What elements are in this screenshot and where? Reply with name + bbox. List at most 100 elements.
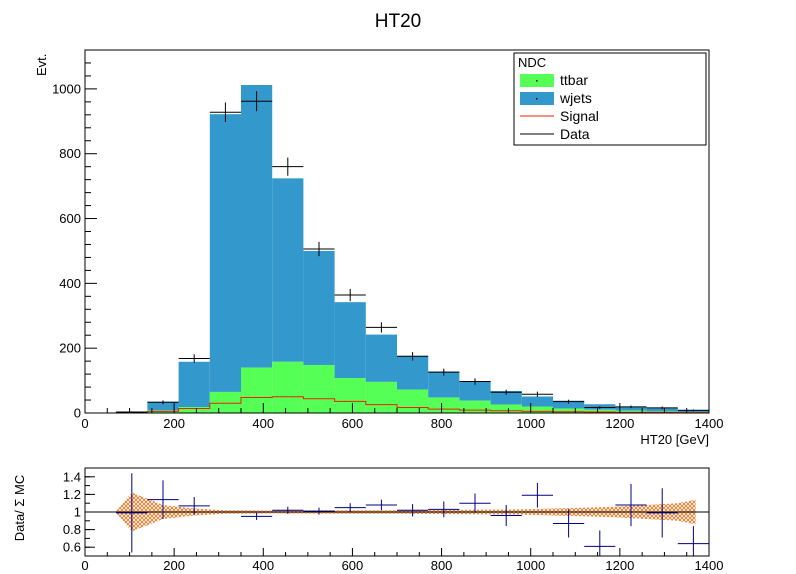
ttbar-bar (490, 404, 522, 413)
ratio-plot: 0 200 400 600 800 1000 1200 1400 0.6 0.8 1 1.2 1.4 (63, 467, 724, 573)
ratio-x-tick-label: 0 (81, 558, 88, 573)
ttbar-bar (584, 409, 616, 413)
ratio-point (365, 499, 397, 511)
ratio-y-tick-label: 0.6 (63, 540, 81, 555)
ttbar-bar (521, 406, 553, 413)
wjets-bar (646, 408, 678, 412)
x-tick-label: 600 (342, 416, 364, 431)
legend-label: Data (560, 126, 590, 142)
ratio-point (615, 483, 647, 527)
wjets-bar (209, 114, 241, 392)
ratio-point (178, 497, 210, 515)
legend-swatch-dot (536, 98, 538, 100)
y-tick-label: 800 (59, 146, 81, 161)
data-point (334, 288, 366, 302)
ttbar-bar (241, 367, 273, 413)
wjets-bar (241, 85, 273, 368)
y-axis-label: Evt. (34, 54, 49, 76)
ratio-x-tick-label: 200 (163, 558, 185, 573)
ratio-x-tick-label: 800 (431, 558, 453, 573)
ratio-y-tick-label: 1.2 (63, 487, 81, 502)
data-point (584, 406, 616, 409)
ratio-y-tick-label: 1 (74, 505, 81, 520)
y-tick-label: 0 (74, 406, 81, 421)
ratio-x-tick-label: 400 (252, 558, 274, 573)
ratio-point (147, 480, 179, 520)
ttbar-bar (209, 391, 241, 413)
data-point (553, 399, 585, 404)
ratio-point (646, 488, 678, 538)
wjets-bar (178, 361, 210, 408)
y-tick-label: 600 (59, 211, 81, 226)
signal-line (85, 396, 709, 414)
ratio-point (428, 501, 460, 518)
ratio-point (490, 504, 522, 527)
wjets-bar (365, 334, 397, 382)
x-tick-label: 1200 (605, 416, 634, 431)
ratio-x-tick-label: 1200 (605, 558, 634, 573)
ratio-point (459, 493, 491, 513)
data-point (365, 322, 397, 333)
ratio-x-tick-label: 600 (342, 558, 364, 573)
legend-label: wjets (559, 90, 592, 106)
ratio-point (553, 509, 585, 538)
legend-entry: Data (520, 126, 590, 142)
ttbar-bar (272, 361, 304, 413)
ratio-point (334, 503, 366, 512)
ttbar-bar (365, 381, 397, 413)
x-tick-label: 400 (252, 416, 274, 431)
legend-label: Signal (560, 108, 599, 124)
x-tick-label: 800 (431, 416, 453, 431)
data-point (677, 409, 709, 412)
wjets-bar (272, 178, 304, 362)
ratio-x-tick-label: 1400 (695, 558, 724, 573)
legend-label: ttbar (560, 72, 588, 88)
wjets-bar (303, 250, 335, 366)
data-point (428, 368, 460, 376)
ratio-point (272, 506, 304, 514)
legend-entry: ttbar (520, 72, 588, 88)
data-point (272, 157, 304, 176)
data-point (303, 241, 335, 257)
ratio-point (241, 512, 273, 520)
wjets-bar (459, 381, 491, 401)
x-tick-label: 200 (163, 416, 185, 431)
data-point (521, 391, 553, 397)
y-tick-label: 1000 (52, 81, 81, 96)
ttbar-bar (334, 377, 366, 413)
data-point (178, 354, 210, 363)
ratio-y-tick-label: 0.8 (63, 522, 81, 537)
wjets-bar (615, 406, 647, 411)
ttbar-bar (178, 407, 210, 413)
data-point (646, 406, 678, 410)
data-point (241, 91, 273, 112)
wjets-bar (521, 396, 553, 407)
legend: NDC ttbar wjets Signal Data (513, 52, 707, 146)
ratio-point (677, 526, 709, 556)
data-point (490, 389, 522, 395)
wjets-bar (397, 355, 429, 390)
data-point (116, 411, 148, 413)
ratio-point (584, 530, 616, 556)
chart-title: HT20 (375, 11, 421, 32)
data-point (397, 352, 429, 361)
legend-entry: Signal (520, 108, 599, 124)
y-tick-label: 200 (59, 341, 81, 356)
wjets-bar (553, 400, 585, 409)
ttbar-bar (303, 365, 335, 413)
data-point (615, 405, 647, 409)
y-tick-label: 400 (59, 276, 81, 291)
wjets-bar (147, 401, 179, 411)
ratio-point (521, 482, 553, 508)
ratio-y-tick-label: 1.4 (63, 469, 81, 484)
ratio-point (116, 473, 148, 553)
data-point (209, 102, 241, 122)
x-tick-label: 1400 (695, 416, 724, 431)
legend-entry: wjets (520, 90, 592, 106)
wjets-bar (334, 302, 366, 378)
data-point (147, 400, 179, 405)
ttbar-bar (428, 397, 460, 413)
ratio-x-tick-label: 1000 (516, 558, 545, 573)
